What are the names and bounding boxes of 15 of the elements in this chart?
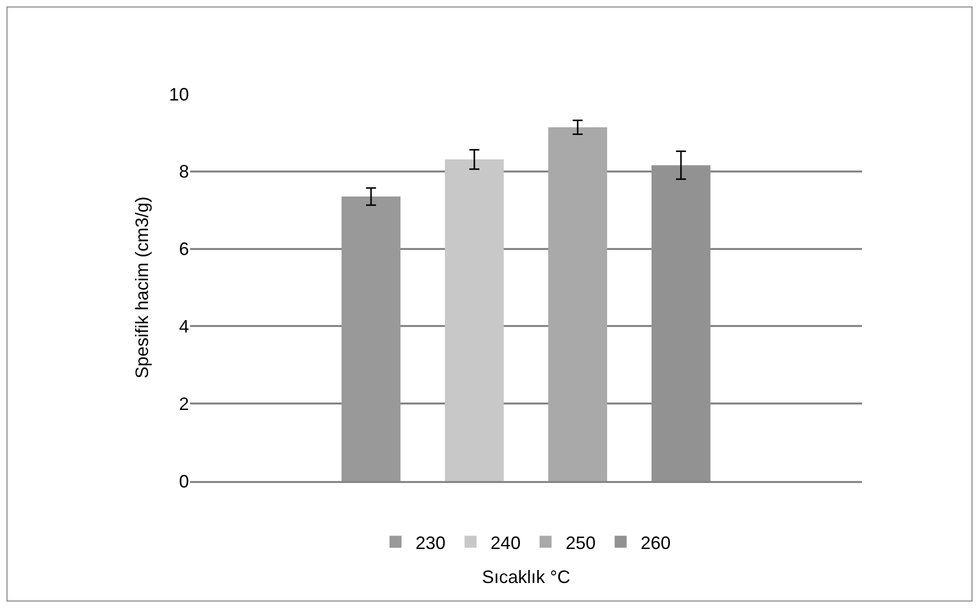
y-tick-label: 4 [178,316,189,336]
y-tick-label: 2 [178,394,189,414]
x-axis-title: Sıcaklık °C [482,567,570,587]
y-tick-label: 6 [178,239,189,260]
y-axis-title: Spesifik hacim (cm3/g) [132,196,152,379]
y-tick-label: 8 [178,162,189,182]
legend-label: 240 [490,532,521,553]
y-tick-label: 10 [168,84,189,104]
legend-label: 260 [640,532,671,553]
legend-label: 230 [416,532,446,553]
bar [444,159,504,481]
bar [342,196,400,481]
legend-label: 250 [566,532,596,553]
y-tick-label: 0 [178,471,189,492]
bar [548,127,608,481]
